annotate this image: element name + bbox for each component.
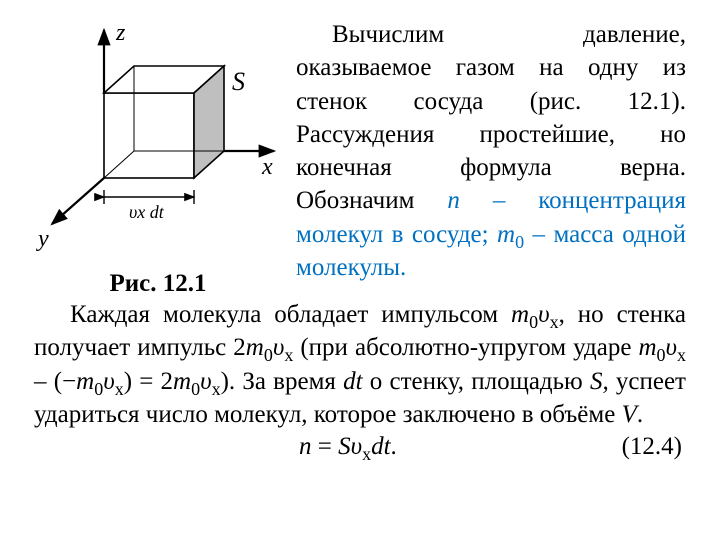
eq-n: n	[299, 433, 312, 460]
mv3-x: x	[677, 345, 686, 365]
upper-row: z x y S υx dt Рис. 12.1 Вычислим давлени…	[34, 18, 686, 298]
var-S: S,	[590, 368, 609, 395]
vdt-label: υx dt	[129, 202, 165, 222]
cube-diagram-svg: z x y S υx dt	[34, 18, 282, 268]
mv2-0: 0	[264, 345, 273, 365]
mv1-x: x	[550, 312, 559, 332]
mv3-v: υ	[666, 334, 677, 361]
lp-t6: ). За время	[221, 368, 344, 395]
mv5-m: m	[173, 368, 191, 395]
var-V: V	[622, 401, 637, 428]
physics-textbook-page: z x y S υx dt Рис. 12.1 Вычислим давлени…	[0, 0, 720, 540]
equation: n = Sυxdt.	[299, 433, 397, 461]
mv2-v: υ	[273, 334, 284, 361]
eq-vx: x	[362, 444, 371, 464]
equation-number: (12.4)	[622, 433, 686, 461]
var-n: n	[447, 187, 460, 214]
mv4-0: 0	[94, 379, 103, 399]
mv1-v: υ	[538, 301, 549, 328]
lower-paragraph: Каждая молекула обладает импульсом m0υx,…	[34, 298, 686, 431]
mv5-x: x	[212, 379, 221, 399]
mv5-v: υ	[200, 368, 211, 395]
lp-t3: (при абсолютно-упругом ударе	[293, 334, 638, 361]
var-m-sub: 0	[515, 232, 524, 252]
mv3-m: m	[638, 334, 656, 361]
figure-caption: Рис. 12.1	[109, 270, 206, 298]
surface-S-label: S	[232, 67, 245, 96]
top-text-1: Вычислим давление, оказываемое газом на …	[296, 21, 686, 214]
eq-S: S	[338, 433, 351, 460]
lp-t7: о стенку, площадью	[363, 368, 590, 395]
equation-row: n = Sυxdt. (12.4)	[34, 433, 686, 461]
mv1-0: 0	[529, 312, 538, 332]
mv4-m: m	[76, 368, 94, 395]
mv5-0: 0	[191, 379, 200, 399]
eq-eq: =	[312, 433, 339, 460]
eq-v: υ	[351, 433, 362, 460]
mv3-0: 0	[657, 345, 666, 365]
eq-dt: dt	[371, 433, 390, 460]
lp-t4: – (−	[34, 368, 76, 395]
eq-dot: .	[391, 433, 397, 460]
mv2-x: x	[284, 345, 293, 365]
mv4-v: υ	[103, 368, 114, 395]
axis-y-label: y	[36, 226, 49, 252]
lp-t1: Каждая молекула обладает импульсом	[70, 301, 511, 328]
top-paragraph: Вычислим давление, оказываемое газом на …	[296, 18, 686, 284]
lp-t5: ) = 2	[124, 368, 173, 395]
var-m: m	[497, 221, 515, 248]
figure-column: z x y S υx dt Рис. 12.1	[34, 18, 282, 298]
axis-x-label: x	[261, 154, 273, 180]
lp-t9: .	[637, 401, 643, 428]
axis-z-label: z	[115, 20, 126, 46]
var-dt: dt	[343, 368, 362, 395]
mv4-x: x	[115, 379, 124, 399]
mv1-m: m	[511, 301, 529, 328]
mv2-m: m	[246, 334, 264, 361]
